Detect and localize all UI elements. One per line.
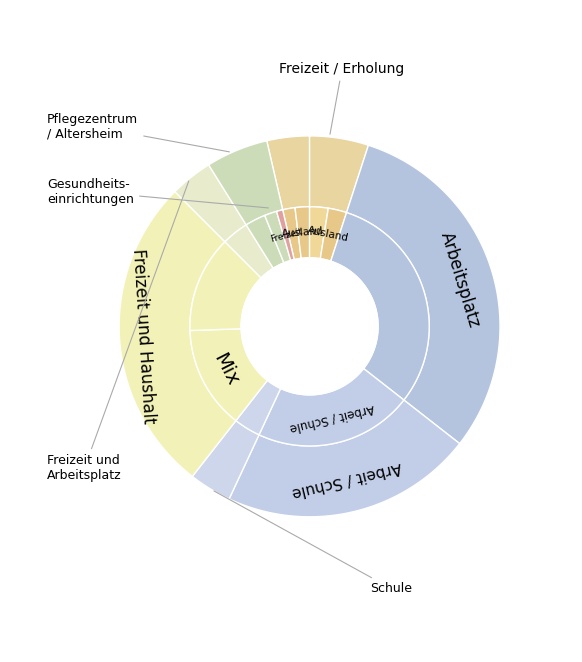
Text: Freizeit / Erholung: Freizeit / Erholung [279,62,404,134]
Polygon shape [246,215,284,268]
Text: Arbeit / Schule: Arbeit / Schule [290,459,403,500]
Text: Ausland: Ausland [307,225,350,243]
Polygon shape [295,207,310,258]
Polygon shape [229,400,460,517]
Polygon shape [310,136,368,213]
Polygon shape [310,207,328,259]
Polygon shape [236,381,281,435]
Text: Arbeitsplatz: Arbeitsplatz [437,230,483,330]
Polygon shape [267,136,310,210]
Polygon shape [192,420,259,499]
Text: Arbeit / Schule: Arbeit / Schule [288,401,375,434]
Polygon shape [331,213,429,400]
Polygon shape [119,192,236,477]
Text: Mix: Mix [210,350,242,389]
Polygon shape [259,369,404,446]
Text: Gesundheits-
einrichtungen: Gesundheits- einrichtungen [47,177,268,208]
Polygon shape [190,242,261,330]
Text: Ausland: Ausland [282,226,324,239]
Text: Pflegezentrum
/ Altersheim: Pflegezentrum / Altersheim [47,113,229,152]
Polygon shape [190,329,267,420]
Polygon shape [209,141,283,225]
Text: Freizeit und
Arbeitsplatz: Freizeit und Arbeitsplatz [47,181,189,482]
Circle shape [241,258,378,395]
Text: Freizeit und Haushalt: Freizeit und Haushalt [129,248,158,424]
Polygon shape [265,211,290,263]
Text: Freizeit: Freizeit [269,227,303,244]
Polygon shape [283,208,301,260]
Polygon shape [320,209,346,261]
Polygon shape [346,145,500,444]
Polygon shape [276,210,294,261]
Polygon shape [175,165,246,242]
Polygon shape [225,225,274,278]
Text: Schule: Schule [214,491,412,595]
